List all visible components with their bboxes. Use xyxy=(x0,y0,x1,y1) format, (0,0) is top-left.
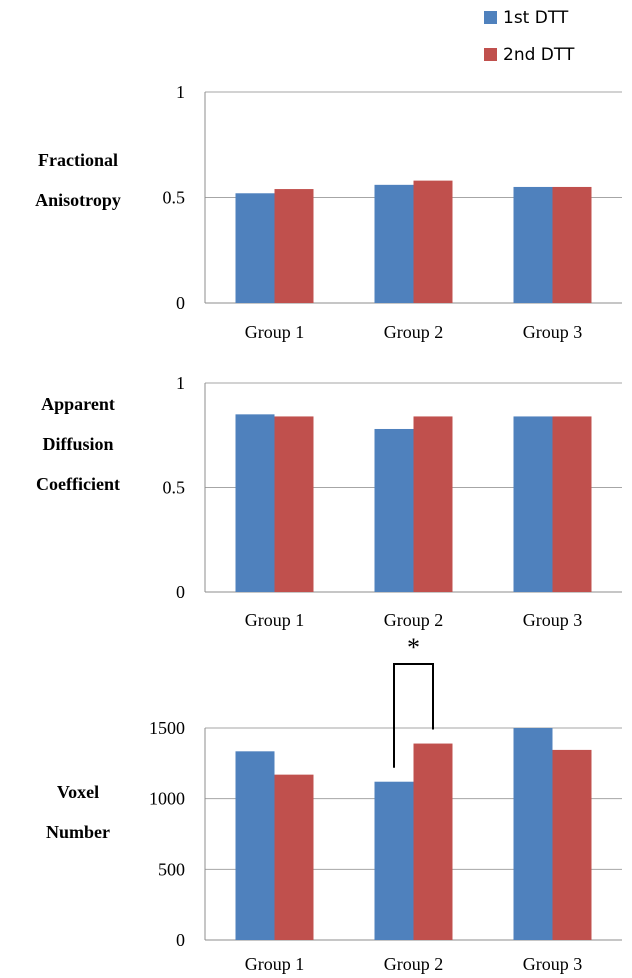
bar xyxy=(374,781,414,940)
legend-label: 1st DTT xyxy=(503,8,569,28)
bar xyxy=(413,416,453,592)
y-tick-label: 0 xyxy=(176,582,185,602)
y-axis-label: Coefficient xyxy=(36,474,120,494)
bar xyxy=(513,728,553,940)
panel-fractional-anisotropy: 0 0.5 1 Fractional Anisotropy Group 1 Group 2 G… xyxy=(35,82,622,342)
bar xyxy=(235,751,275,940)
bar xyxy=(235,193,275,303)
bar xyxy=(413,743,453,940)
panel-voxel-number: 0 500 1000 1500 Voxel Number Group 1 Group 2 Gro… xyxy=(46,633,622,974)
y-tick-label: 1 xyxy=(176,82,185,102)
y-axis-label: Fractional xyxy=(38,150,118,170)
bar xyxy=(235,414,275,592)
legend: 1st DTT 2nd DTT xyxy=(484,8,575,65)
legend-label: 2nd DTT xyxy=(503,45,575,65)
y-tick-label: 500 xyxy=(158,859,185,879)
significance-bracket xyxy=(393,663,434,768)
legend-swatch xyxy=(484,48,497,61)
bar xyxy=(274,416,314,592)
legend-swatch xyxy=(484,11,497,24)
y-tick-label: 0 xyxy=(176,930,185,950)
bar xyxy=(513,186,553,303)
y-tick-label: 0.5 xyxy=(163,188,186,208)
x-tick-label: Group 1 xyxy=(245,322,305,342)
bar xyxy=(552,749,592,940)
bar xyxy=(552,186,592,303)
x-tick-label: Group 1 xyxy=(245,954,305,974)
x-tick-label: Group 1 xyxy=(245,610,305,630)
y-axis-label: Diffusion xyxy=(42,434,113,454)
bar xyxy=(374,428,414,592)
y-tick-label: 1 xyxy=(176,373,185,393)
x-tick-label: Group 3 xyxy=(523,322,583,342)
x-tick-label: Group 3 xyxy=(523,610,583,630)
bar xyxy=(274,189,314,303)
bar xyxy=(374,184,414,303)
y-axis-label: Apparent xyxy=(41,394,115,414)
y-axis-label: Number xyxy=(46,822,110,842)
x-tick-label: Group 2 xyxy=(384,954,444,974)
y-tick-label: 1500 xyxy=(149,718,185,738)
x-tick-label: Group 2 xyxy=(384,322,444,342)
y-axis-label: Voxel xyxy=(57,782,99,802)
significance-marker: * xyxy=(407,633,420,662)
y-axis-label: Anisotropy xyxy=(35,190,121,210)
bar xyxy=(552,416,592,592)
y-tick-label: 0 xyxy=(176,293,185,313)
bar xyxy=(274,774,314,940)
x-tick-label: Group 3 xyxy=(523,954,583,974)
y-tick-label: 1000 xyxy=(149,789,185,809)
y-tick-label: 0.5 xyxy=(163,478,186,498)
panel-apparent-diffusion-coefficient: 0 0.5 1 Apparent Diffusion Coefficient Group 1… xyxy=(36,373,622,630)
x-tick-label: Group 2 xyxy=(384,610,444,630)
bar xyxy=(513,416,553,592)
bar xyxy=(413,180,453,303)
